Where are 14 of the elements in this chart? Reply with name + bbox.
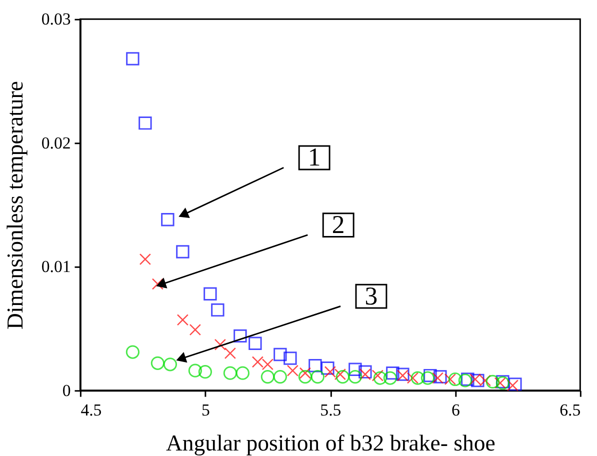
x-tick-label: 4.5 (80, 400, 102, 420)
y-tick-label: 0.02 (41, 133, 71, 152)
annotation: 1 (308, 142, 321, 172)
x-tick-label: 5 (201, 400, 210, 420)
annotation: 2 (332, 210, 345, 239)
x-tick-label: 6.5 (560, 400, 581, 420)
annotation: 3 (364, 281, 378, 310)
x-tick-label: 5.5 (320, 400, 342, 420)
y-tick-label: 0.01 (41, 257, 71, 276)
y-axis-title: Dimensionless temperature (2, 81, 28, 330)
y-tick-label: 0 (62, 380, 71, 400)
x-tick-label: 6 (451, 400, 460, 420)
x-axis-title: Angular position of b32 brake- shoe (166, 430, 496, 456)
y-tick-label: 0.03 (41, 10, 71, 29)
